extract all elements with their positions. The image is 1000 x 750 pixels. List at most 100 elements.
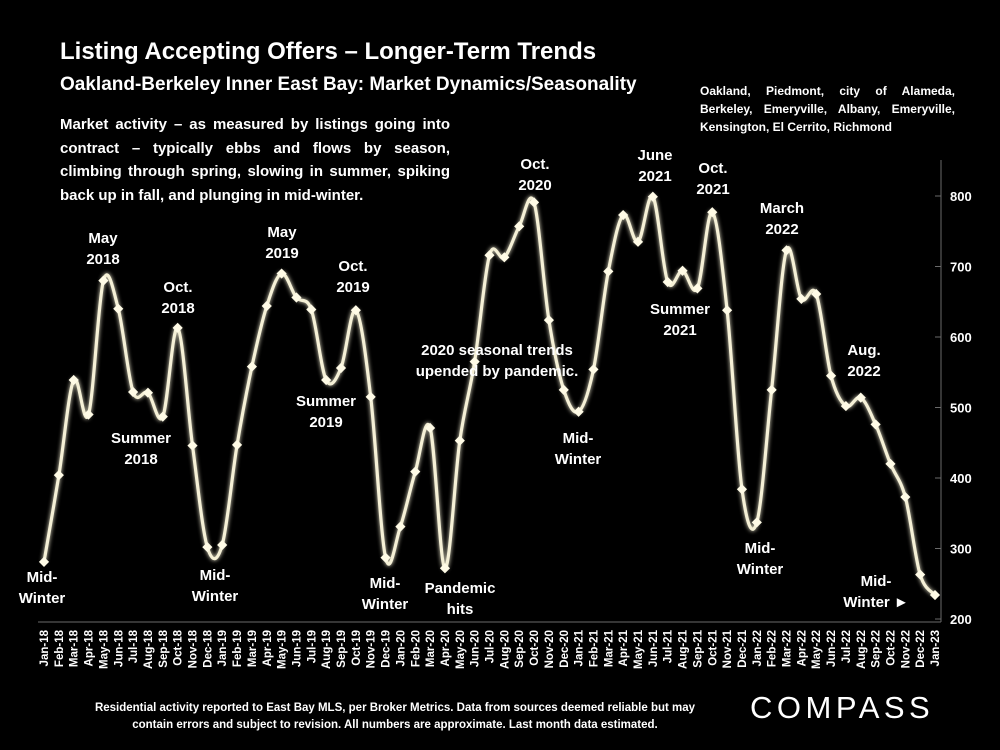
x-tick-label: Jun-21 [648, 629, 660, 667]
annotation-label: Winter ► [843, 594, 909, 611]
data-point [499, 252, 510, 263]
x-tick-label: Jul-18 [128, 629, 140, 663]
annotation: Oct. 2020 [518, 156, 551, 194]
annotation-label: 2021 [696, 181, 729, 198]
annotation: Pandemic hits [425, 580, 496, 618]
x-tick-label: Dec-21 [737, 629, 749, 667]
series-group [38, 191, 941, 601]
annotation-label: Oct. [698, 160, 727, 177]
y-tick-label: 800 [950, 189, 972, 204]
x-tick-label: Nov-21 [722, 629, 734, 668]
x-tick-label: Nov-22 [900, 630, 912, 668]
y-tick-label: 500 [950, 401, 972, 416]
y-tick-label: 600 [950, 330, 972, 345]
annotation-label: 2019 [309, 414, 342, 431]
data-point [83, 409, 94, 420]
annotation: Summer 2019 [296, 393, 356, 431]
y-tick-label: 400 [950, 471, 972, 486]
annotation-label: Mid- [27, 569, 58, 586]
x-tick-label: Apr-21 [618, 629, 630, 666]
annotation-label: Mid- [745, 540, 776, 557]
x-tick-label: Jan-20 [395, 630, 407, 666]
annotation-label: hits [447, 601, 474, 618]
data-point [825, 370, 837, 381]
x-tick-label: May-18 [98, 629, 110, 669]
annotation-label: Mid- [200, 567, 231, 584]
x-tick-label: Dec-18 [202, 629, 214, 667]
data-point [469, 356, 480, 367]
annotation-label: Mid- [563, 430, 594, 447]
annotation: Mid- Winter [362, 575, 409, 613]
annotation-label: Oct. [520, 156, 549, 173]
x-tick-label: Feb-21 [588, 629, 600, 667]
annotation-label: 2022 [847, 363, 880, 380]
x-tick-label: Apr-18 [84, 629, 96, 666]
x-tick-label: Jun-18 [113, 629, 125, 667]
x-tick-label: Jul-21 [663, 629, 675, 663]
annotation-label: 2019 [336, 279, 369, 296]
data-point [692, 283, 703, 294]
annotation: May 2019 [265, 224, 298, 262]
x-tick-label: Mar-19 [247, 630, 259, 667]
x-tick-label: Feb-20 [410, 630, 422, 667]
annotation: Mid- Winter [192, 567, 239, 605]
data-point [128, 386, 139, 398]
data-point [306, 304, 317, 315]
annotation-label: Winter [192, 588, 239, 605]
data-point [736, 484, 748, 495]
compass-logo: COMPASS [750, 690, 930, 725]
x-tick-label: Feb-18 [54, 629, 66, 667]
annotation: May 2018 [86, 230, 119, 268]
x-tick-label: Jun-19 [291, 630, 303, 667]
data-point [38, 556, 50, 567]
data-point [766, 384, 777, 395]
x-tick-label: Dec-22 [915, 630, 927, 668]
x-tick-label: Jun-22 [826, 630, 838, 667]
data-point [885, 458, 896, 469]
annotation-label: 2021 [663, 322, 696, 339]
annotation-label: Summer [650, 301, 710, 318]
annotation: Mid- Winter [737, 540, 784, 578]
data-point [870, 419, 881, 430]
annotation-label: 2018 [161, 300, 194, 317]
data-point [514, 221, 525, 232]
data-point [350, 305, 361, 316]
annotation-label: Oct. [338, 258, 367, 275]
x-tick-label: May-21 [633, 629, 645, 669]
x-tick-label: Aug-20 [499, 630, 511, 669]
data-point [380, 552, 391, 563]
annotation-label: Summer [296, 393, 356, 410]
x-tick-label: May-19 [277, 630, 289, 669]
annotation-label: March [760, 200, 804, 217]
data-point [231, 439, 243, 450]
data-point [217, 539, 228, 551]
data-point [573, 406, 584, 417]
annotation: March 2022 [760, 200, 804, 238]
x-tick-label: Jan-21 [574, 629, 586, 666]
annotation: Oct. 2019 [336, 258, 369, 296]
x-tick-label: Jul-20 [485, 630, 497, 663]
data-point [588, 364, 599, 375]
annotation-label: 2019 [265, 245, 298, 262]
y-axis: 200 300 400 500 600 700 800 [935, 160, 972, 627]
data-point [291, 292, 302, 303]
annotation-label: Winter [555, 451, 602, 468]
annotation: Summer 2021 [650, 301, 710, 339]
data-point [929, 589, 941, 601]
y-tick-label: 200 [950, 612, 972, 627]
annotation: Oct. 2021 [696, 160, 729, 198]
x-tick-label: Aug-21 [678, 629, 690, 669]
annotation-label: 2018 [124, 451, 157, 468]
x-tick-label: Aug-22 [856, 630, 868, 669]
annotation-label: June [637, 147, 672, 164]
x-tick-label: Jan-18 [39, 629, 51, 666]
data-point [202, 541, 213, 553]
x-tick-label: Nov-20 [544, 630, 556, 668]
annotation: Summer 2018 [111, 430, 171, 468]
data-point [395, 521, 406, 532]
data-point [900, 491, 911, 503]
annotation-label: May [267, 224, 297, 241]
data-point [261, 300, 272, 312]
x-tick-label: Jan-23 [930, 630, 942, 666]
x-tick-label: Aug-19 [321, 630, 333, 669]
